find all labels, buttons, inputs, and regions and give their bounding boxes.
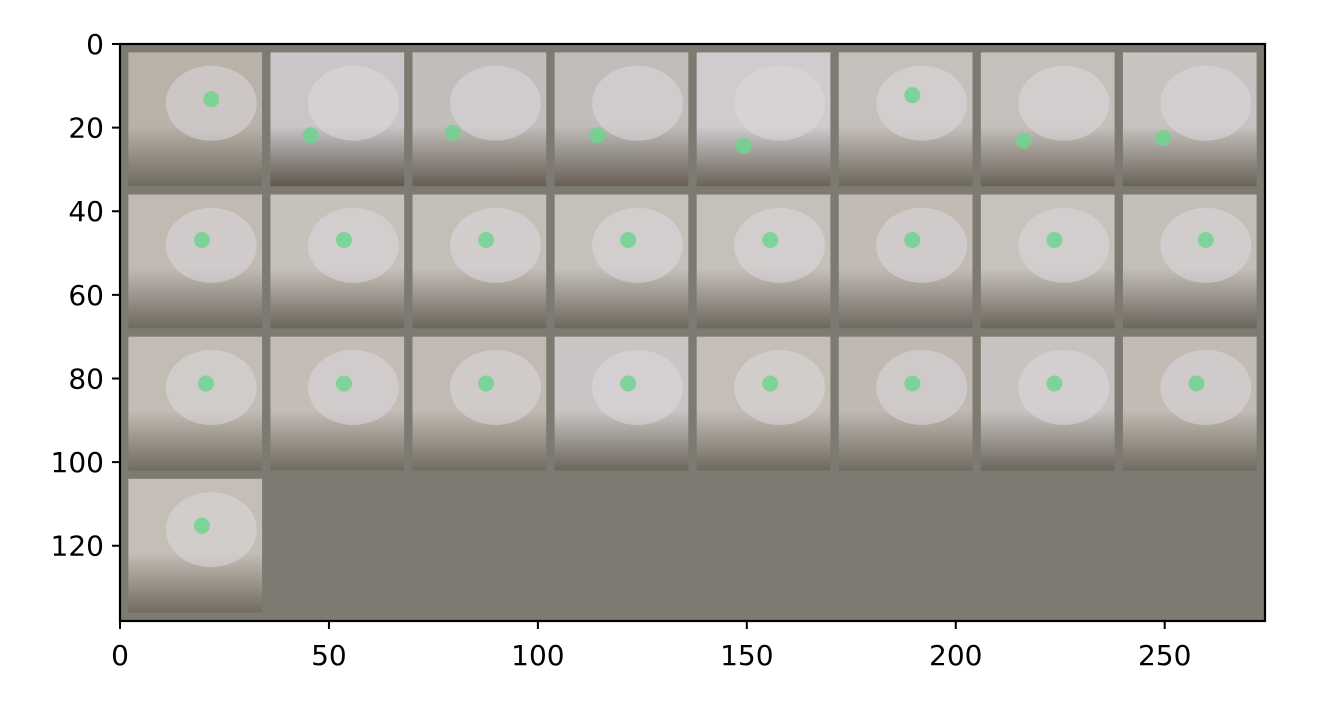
image-tile — [838, 336, 973, 471]
image-tile — [128, 194, 263, 329]
image-tile — [554, 194, 689, 329]
image-tile — [270, 52, 405, 187]
tile-marker — [904, 231, 921, 249]
x-axis: 0 50 100 150 200 250 — [111, 621, 1191, 672]
x-tick-label: 150 — [720, 639, 773, 672]
y-axis: 0 20 40 60 80 100 120 — [51, 28, 120, 563]
image-tile — [270, 336, 405, 471]
tile-marker — [762, 375, 779, 392]
tile-marker — [1046, 231, 1063, 249]
image-tile — [838, 52, 973, 187]
tile-marker — [620, 375, 637, 392]
tile-marker — [735, 137, 752, 155]
image-tile — [554, 336, 689, 471]
tile-marker — [478, 231, 495, 249]
y-tick-label: 40 — [68, 195, 104, 228]
tile-marker — [904, 87, 921, 104]
image-tile — [980, 194, 1115, 329]
image-tile — [1122, 336, 1257, 471]
tile-marker — [904, 375, 921, 392]
tile-marker — [1046, 375, 1063, 392]
axes-frame — [118, 42, 1267, 623]
image-tile — [128, 478, 263, 613]
x-tick-label: 250 — [1138, 639, 1191, 672]
image-tile — [128, 336, 263, 471]
x-tick-label: 0 — [111, 639, 129, 672]
tile-marker — [762, 231, 779, 249]
tile-marker — [193, 231, 210, 249]
image-tile — [270, 194, 405, 329]
tile-marker — [444, 124, 461, 141]
x-tick-label: 200 — [929, 639, 982, 672]
tile-marker — [478, 375, 495, 392]
tile-marker — [335, 231, 353, 249]
tile-marker — [302, 127, 319, 144]
image-tile — [412, 336, 547, 471]
image-tile — [980, 336, 1115, 471]
tile-marker — [335, 375, 353, 392]
tile-marker — [589, 127, 606, 144]
tile-marker — [1155, 129, 1172, 147]
image-tile — [838, 194, 973, 329]
tile-marker — [193, 517, 210, 534]
y-tick-label: 80 — [68, 362, 104, 395]
tile-marker — [203, 91, 220, 108]
tile-marker — [1188, 375, 1205, 392]
x-tick-label: 100 — [511, 639, 564, 672]
image-tile — [980, 52, 1115, 187]
image-tile — [696, 194, 831, 329]
image-tile — [412, 52, 547, 187]
image-area — [120, 44, 1265, 621]
tile-marker — [1197, 231, 1214, 249]
image-tile — [1122, 194, 1257, 329]
y-tick-label: 120 — [51, 530, 104, 563]
image-tile — [554, 52, 689, 187]
y-tick-label: 100 — [51, 446, 104, 479]
y-tick-label: 60 — [68, 279, 104, 312]
image-tile — [696, 52, 831, 187]
image-tile — [1122, 52, 1257, 187]
x-tick-label: 50 — [311, 639, 347, 672]
tile-marker — [1015, 132, 1032, 149]
y-tick-label: 0 — [86, 28, 104, 61]
image-tile — [696, 336, 831, 471]
y-tick-label: 20 — [68, 112, 104, 145]
tile-marker — [620, 231, 637, 249]
image-tile — [412, 194, 547, 329]
image-tile — [128, 52, 263, 187]
tile-marker — [197, 375, 214, 392]
